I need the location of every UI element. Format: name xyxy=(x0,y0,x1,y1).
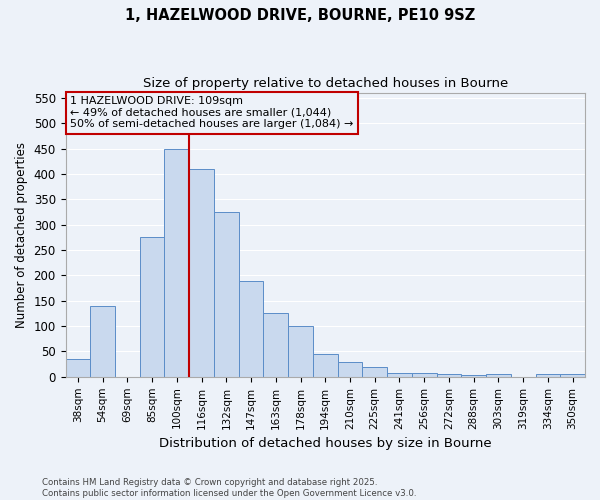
Bar xyxy=(65,359,90,377)
Bar xyxy=(189,169,214,377)
Text: Contains HM Land Registry data © Crown copyright and database right 2025.
Contai: Contains HM Land Registry data © Crown c… xyxy=(42,478,416,498)
X-axis label: Distribution of detached houses by size in Bourne: Distribution of detached houses by size … xyxy=(159,437,491,450)
Bar xyxy=(263,314,288,377)
Bar xyxy=(486,374,511,377)
Bar xyxy=(461,376,486,377)
Bar xyxy=(338,362,362,377)
Bar xyxy=(239,280,263,377)
Bar xyxy=(90,306,115,377)
Bar xyxy=(288,326,313,377)
Y-axis label: Number of detached properties: Number of detached properties xyxy=(15,142,28,328)
Bar xyxy=(313,354,338,377)
Bar xyxy=(437,374,461,377)
Bar xyxy=(140,238,164,377)
Bar xyxy=(362,366,387,377)
Bar xyxy=(560,374,585,377)
Bar xyxy=(536,374,560,377)
Bar xyxy=(164,149,189,377)
Bar xyxy=(214,212,239,377)
Bar xyxy=(412,373,437,377)
Bar xyxy=(387,373,412,377)
Text: 1 HAZELWOOD DRIVE: 109sqm
← 49% of detached houses are smaller (1,044)
50% of se: 1 HAZELWOOD DRIVE: 109sqm ← 49% of detac… xyxy=(70,96,354,130)
Title: Size of property relative to detached houses in Bourne: Size of property relative to detached ho… xyxy=(143,78,508,90)
Text: 1, HAZELWOOD DRIVE, BOURNE, PE10 9SZ: 1, HAZELWOOD DRIVE, BOURNE, PE10 9SZ xyxy=(125,8,475,22)
